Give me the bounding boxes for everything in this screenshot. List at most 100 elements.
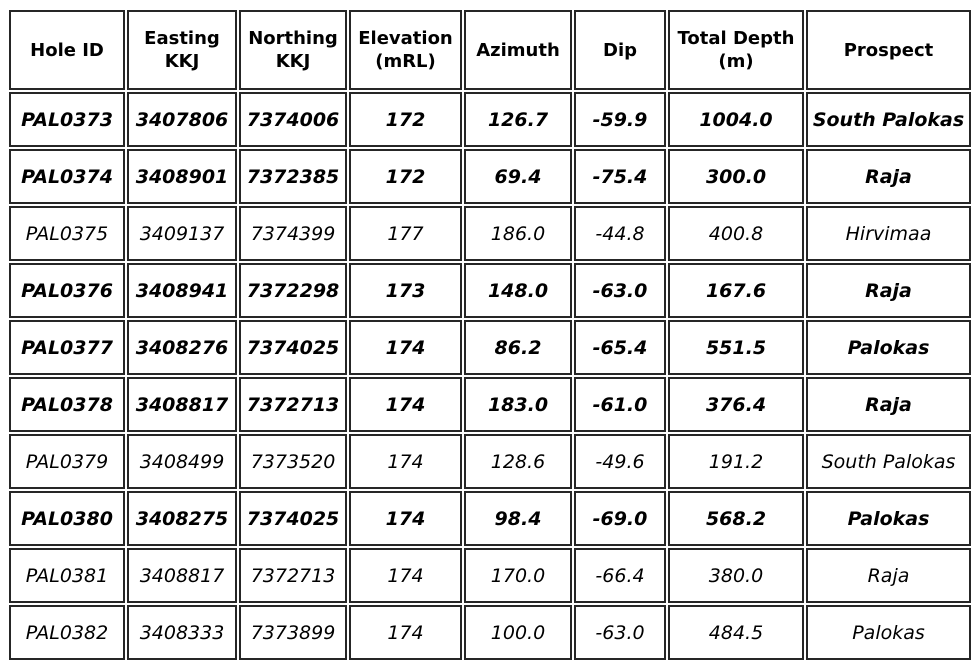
table-row: PAL0378 3408817 7372713 174 183.0 -61.0 … bbox=[9, 377, 971, 432]
table-row: PAL0381 3408817 7372713 174 170.0 -66.4 … bbox=[9, 548, 971, 603]
cell-easting: 3408275 bbox=[127, 491, 237, 546]
cell-hole-id: PAL0375 bbox=[9, 206, 125, 261]
cell-dip: -61.0 bbox=[574, 377, 666, 432]
cell-azimuth: 183.0 bbox=[464, 377, 572, 432]
cell-easting: 3408941 bbox=[127, 263, 237, 318]
cell-northing: 7374025 bbox=[239, 491, 347, 546]
cell-prospect: Raja bbox=[806, 377, 971, 432]
cell-hole-id: PAL0374 bbox=[9, 149, 125, 204]
cell-northing: 7372713 bbox=[239, 377, 347, 432]
cell-easting: 3408817 bbox=[127, 548, 237, 603]
drill-holes-table: Hole ID Easting KKJ Northing KKJ Elevati… bbox=[7, 8, 973, 662]
cell-easting: 3408499 bbox=[127, 434, 237, 489]
cell-dip: -69.0 bbox=[574, 491, 666, 546]
cell-azimuth: 126.7 bbox=[464, 92, 572, 147]
table-row: PAL0374 3408901 7372385 172 69.4 -75.4 3… bbox=[9, 149, 971, 204]
cell-elevation: 174 bbox=[349, 491, 462, 546]
cell-dip: -63.0 bbox=[574, 605, 666, 660]
cell-elevation: 172 bbox=[349, 149, 462, 204]
cell-total-depth: 380.0 bbox=[668, 548, 804, 603]
cell-azimuth: 69.4 bbox=[464, 149, 572, 204]
cell-total-depth: 484.5 bbox=[668, 605, 804, 660]
cell-prospect: Raja bbox=[806, 548, 971, 603]
cell-total-depth: 191.2 bbox=[668, 434, 804, 489]
cell-prospect: South Palokas bbox=[806, 434, 971, 489]
column-header-hole-id: Hole ID bbox=[9, 10, 125, 90]
cell-elevation: 174 bbox=[349, 434, 462, 489]
cell-elevation: 174 bbox=[349, 605, 462, 660]
cell-hole-id: PAL0382 bbox=[9, 605, 125, 660]
cell-easting: 3408817 bbox=[127, 377, 237, 432]
cell-elevation: 174 bbox=[349, 320, 462, 375]
table-row: PAL0382 3408333 7373899 174 100.0 -63.0 … bbox=[9, 605, 971, 660]
cell-total-depth: 376.4 bbox=[668, 377, 804, 432]
cell-azimuth: 148.0 bbox=[464, 263, 572, 318]
cell-dip: -59.9 bbox=[574, 92, 666, 147]
table-row: PAL0380 3408275 7374025 174 98.4 -69.0 5… bbox=[9, 491, 971, 546]
cell-prospect: Raja bbox=[806, 149, 971, 204]
cell-total-depth: 167.6 bbox=[668, 263, 804, 318]
cell-northing: 7372298 bbox=[239, 263, 347, 318]
cell-easting: 3407806 bbox=[127, 92, 237, 147]
column-header-azimuth: Azimuth bbox=[464, 10, 572, 90]
cell-easting: 3408276 bbox=[127, 320, 237, 375]
cell-dip: -65.4 bbox=[574, 320, 666, 375]
cell-hole-id: PAL0378 bbox=[9, 377, 125, 432]
cell-prospect: Palokas bbox=[806, 605, 971, 660]
cell-elevation: 172 bbox=[349, 92, 462, 147]
cell-azimuth: 186.0 bbox=[464, 206, 572, 261]
cell-azimuth: 170.0 bbox=[464, 548, 572, 603]
cell-northing: 7374006 bbox=[239, 92, 347, 147]
cell-northing: 7373520 bbox=[239, 434, 347, 489]
header-row: Hole ID Easting KKJ Northing KKJ Elevati… bbox=[9, 10, 971, 90]
cell-elevation: 174 bbox=[349, 377, 462, 432]
cell-azimuth: 98.4 bbox=[464, 491, 572, 546]
cell-elevation: 173 bbox=[349, 263, 462, 318]
table-row: PAL0377 3408276 7374025 174 86.2 -65.4 5… bbox=[9, 320, 971, 375]
cell-northing: 7374399 bbox=[239, 206, 347, 261]
cell-hole-id: PAL0381 bbox=[9, 548, 125, 603]
cell-dip: -66.4 bbox=[574, 548, 666, 603]
cell-hole-id: PAL0380 bbox=[9, 491, 125, 546]
cell-total-depth: 400.8 bbox=[668, 206, 804, 261]
column-header-easting-kkj: Easting KKJ bbox=[127, 10, 237, 90]
cell-hole-id: PAL0377 bbox=[9, 320, 125, 375]
cell-prospect: Raja bbox=[806, 263, 971, 318]
cell-hole-id: PAL0376 bbox=[9, 263, 125, 318]
cell-hole-id: PAL0373 bbox=[9, 92, 125, 147]
cell-total-depth: 1004.0 bbox=[668, 92, 804, 147]
cell-northing: 7373899 bbox=[239, 605, 347, 660]
cell-azimuth: 100.0 bbox=[464, 605, 572, 660]
cell-dip: -44.8 bbox=[574, 206, 666, 261]
cell-northing: 7372385 bbox=[239, 149, 347, 204]
cell-prospect: South Palokas bbox=[806, 92, 971, 147]
column-header-total-depth-m: Total Depth (m) bbox=[668, 10, 804, 90]
cell-total-depth: 551.5 bbox=[668, 320, 804, 375]
cell-elevation: 174 bbox=[349, 548, 462, 603]
cell-azimuth: 128.6 bbox=[464, 434, 572, 489]
table-row: PAL0375 3409137 7374399 177 186.0 -44.8 … bbox=[9, 206, 971, 261]
column-header-dip: Dip bbox=[574, 10, 666, 90]
table-row: PAL0376 3408941 7372298 173 148.0 -63.0 … bbox=[9, 263, 971, 318]
cell-easting: 3408333 bbox=[127, 605, 237, 660]
cell-total-depth: 300.0 bbox=[668, 149, 804, 204]
cell-prospect: Hirvimaa bbox=[806, 206, 971, 261]
cell-hole-id: PAL0379 bbox=[9, 434, 125, 489]
cell-dip: -75.4 bbox=[574, 149, 666, 204]
table-row: PAL0379 3408499 7373520 174 128.6 -49.6 … bbox=[9, 434, 971, 489]
cell-dip: -49.6 bbox=[574, 434, 666, 489]
column-header-elevation-mrl: Elevation (mRL) bbox=[349, 10, 462, 90]
cell-prospect: Palokas bbox=[806, 491, 971, 546]
cell-easting: 3409137 bbox=[127, 206, 237, 261]
cell-azimuth: 86.2 bbox=[464, 320, 572, 375]
cell-prospect: Palokas bbox=[806, 320, 971, 375]
column-header-prospect: Prospect bbox=[806, 10, 971, 90]
cell-northing: 7374025 bbox=[239, 320, 347, 375]
cell-easting: 3408901 bbox=[127, 149, 237, 204]
cell-dip: -63.0 bbox=[574, 263, 666, 318]
column-header-northing-kkj: Northing KKJ bbox=[239, 10, 347, 90]
cell-elevation: 177 bbox=[349, 206, 462, 261]
cell-total-depth: 568.2 bbox=[668, 491, 804, 546]
table-row: PAL0373 3407806 7374006 172 126.7 -59.9 … bbox=[9, 92, 971, 147]
